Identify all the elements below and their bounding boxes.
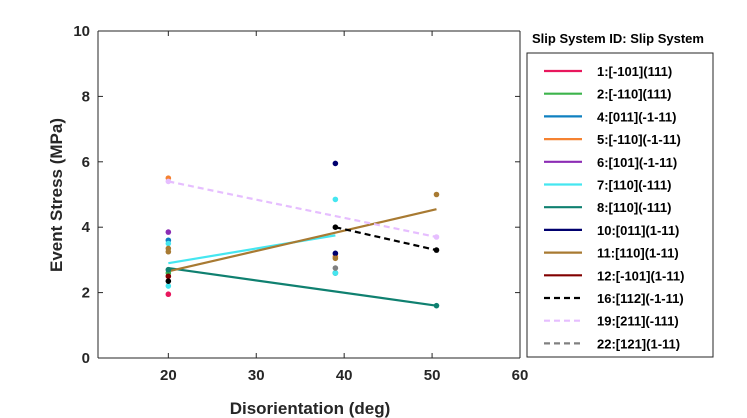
legend: 1:[-101](111) 2:[-110](111) 4:[011](-1-11)… [544, 64, 684, 351]
trend-line [168, 266, 437, 307]
data-point [433, 247, 440, 253]
legend-label: 10:[011](1-11) [597, 223, 679, 238]
data-point [332, 255, 339, 262]
data-point [433, 302, 440, 309]
x-axis-label: Disorientation (deg) [230, 399, 391, 418]
y-tick-label: 6 [82, 154, 90, 171]
y-tick-label: 10 [73, 23, 90, 40]
legend-label: 11:[110](1-11) [597, 246, 679, 261]
data-point [332, 224, 339, 230]
legend-label: 8:[110](-111) [597, 200, 671, 215]
data-point [332, 250, 339, 257]
data-point [165, 291, 172, 298]
data-point [165, 248, 172, 255]
data-point [165, 178, 172, 185]
data-point [332, 196, 339, 203]
data-point [332, 265, 339, 271]
data-point [165, 229, 172, 235]
x-tick-label: 60 [512, 367, 529, 384]
data-point [165, 273, 172, 280]
x-tick-label: 40 [336, 367, 353, 384]
y-tick-label: 0 [82, 350, 90, 367]
x-tick-label: 20 [160, 367, 177, 384]
data-point [332, 270, 339, 276]
data-point [433, 234, 440, 240]
legend-label: 6:[101](-1-11) [597, 155, 677, 170]
legend-label: 12:[-101](1-11) [597, 268, 684, 283]
y-tick-label: 4 [82, 219, 91, 236]
legend-label: 7:[110](-111) [597, 178, 671, 193]
data-point [165, 266, 172, 273]
legend-label: 1:[-101](111) [597, 64, 672, 79]
trend-line [168, 208, 437, 273]
legend-label: 19:[211](-111) [597, 314, 679, 329]
data-point [332, 160, 339, 167]
x-tick-label: 50 [424, 367, 441, 384]
trend-line [168, 180, 437, 239]
data-point [433, 191, 440, 198]
y-tick-label: 8 [82, 88, 90, 105]
legend-label: 5:[-110](-1-11) [597, 132, 681, 147]
legend-label: 2:[-110](111) [597, 87, 671, 102]
plot-layer: 20 30 40 50 60 0 2 4 6 8 10 [73, 23, 528, 384]
x-tick-label: 30 [248, 367, 265, 384]
y-axis-label: Event Stress (MPa) [47, 118, 66, 272]
legend-title: Slip System ID: Slip System [532, 31, 704, 46]
legend-label: 22:[121](1-11) [597, 336, 680, 351]
data-point [165, 240, 172, 247]
legend-label: 16:[112](-1-11) [597, 291, 684, 306]
legend-box [526, 52, 714, 358]
trend-line [335, 226, 437, 252]
data-point [165, 283, 172, 289]
y-tick-label: 2 [82, 285, 90, 302]
legend-label: 4:[011](-1-11) [597, 109, 676, 124]
data-point [165, 278, 172, 284]
